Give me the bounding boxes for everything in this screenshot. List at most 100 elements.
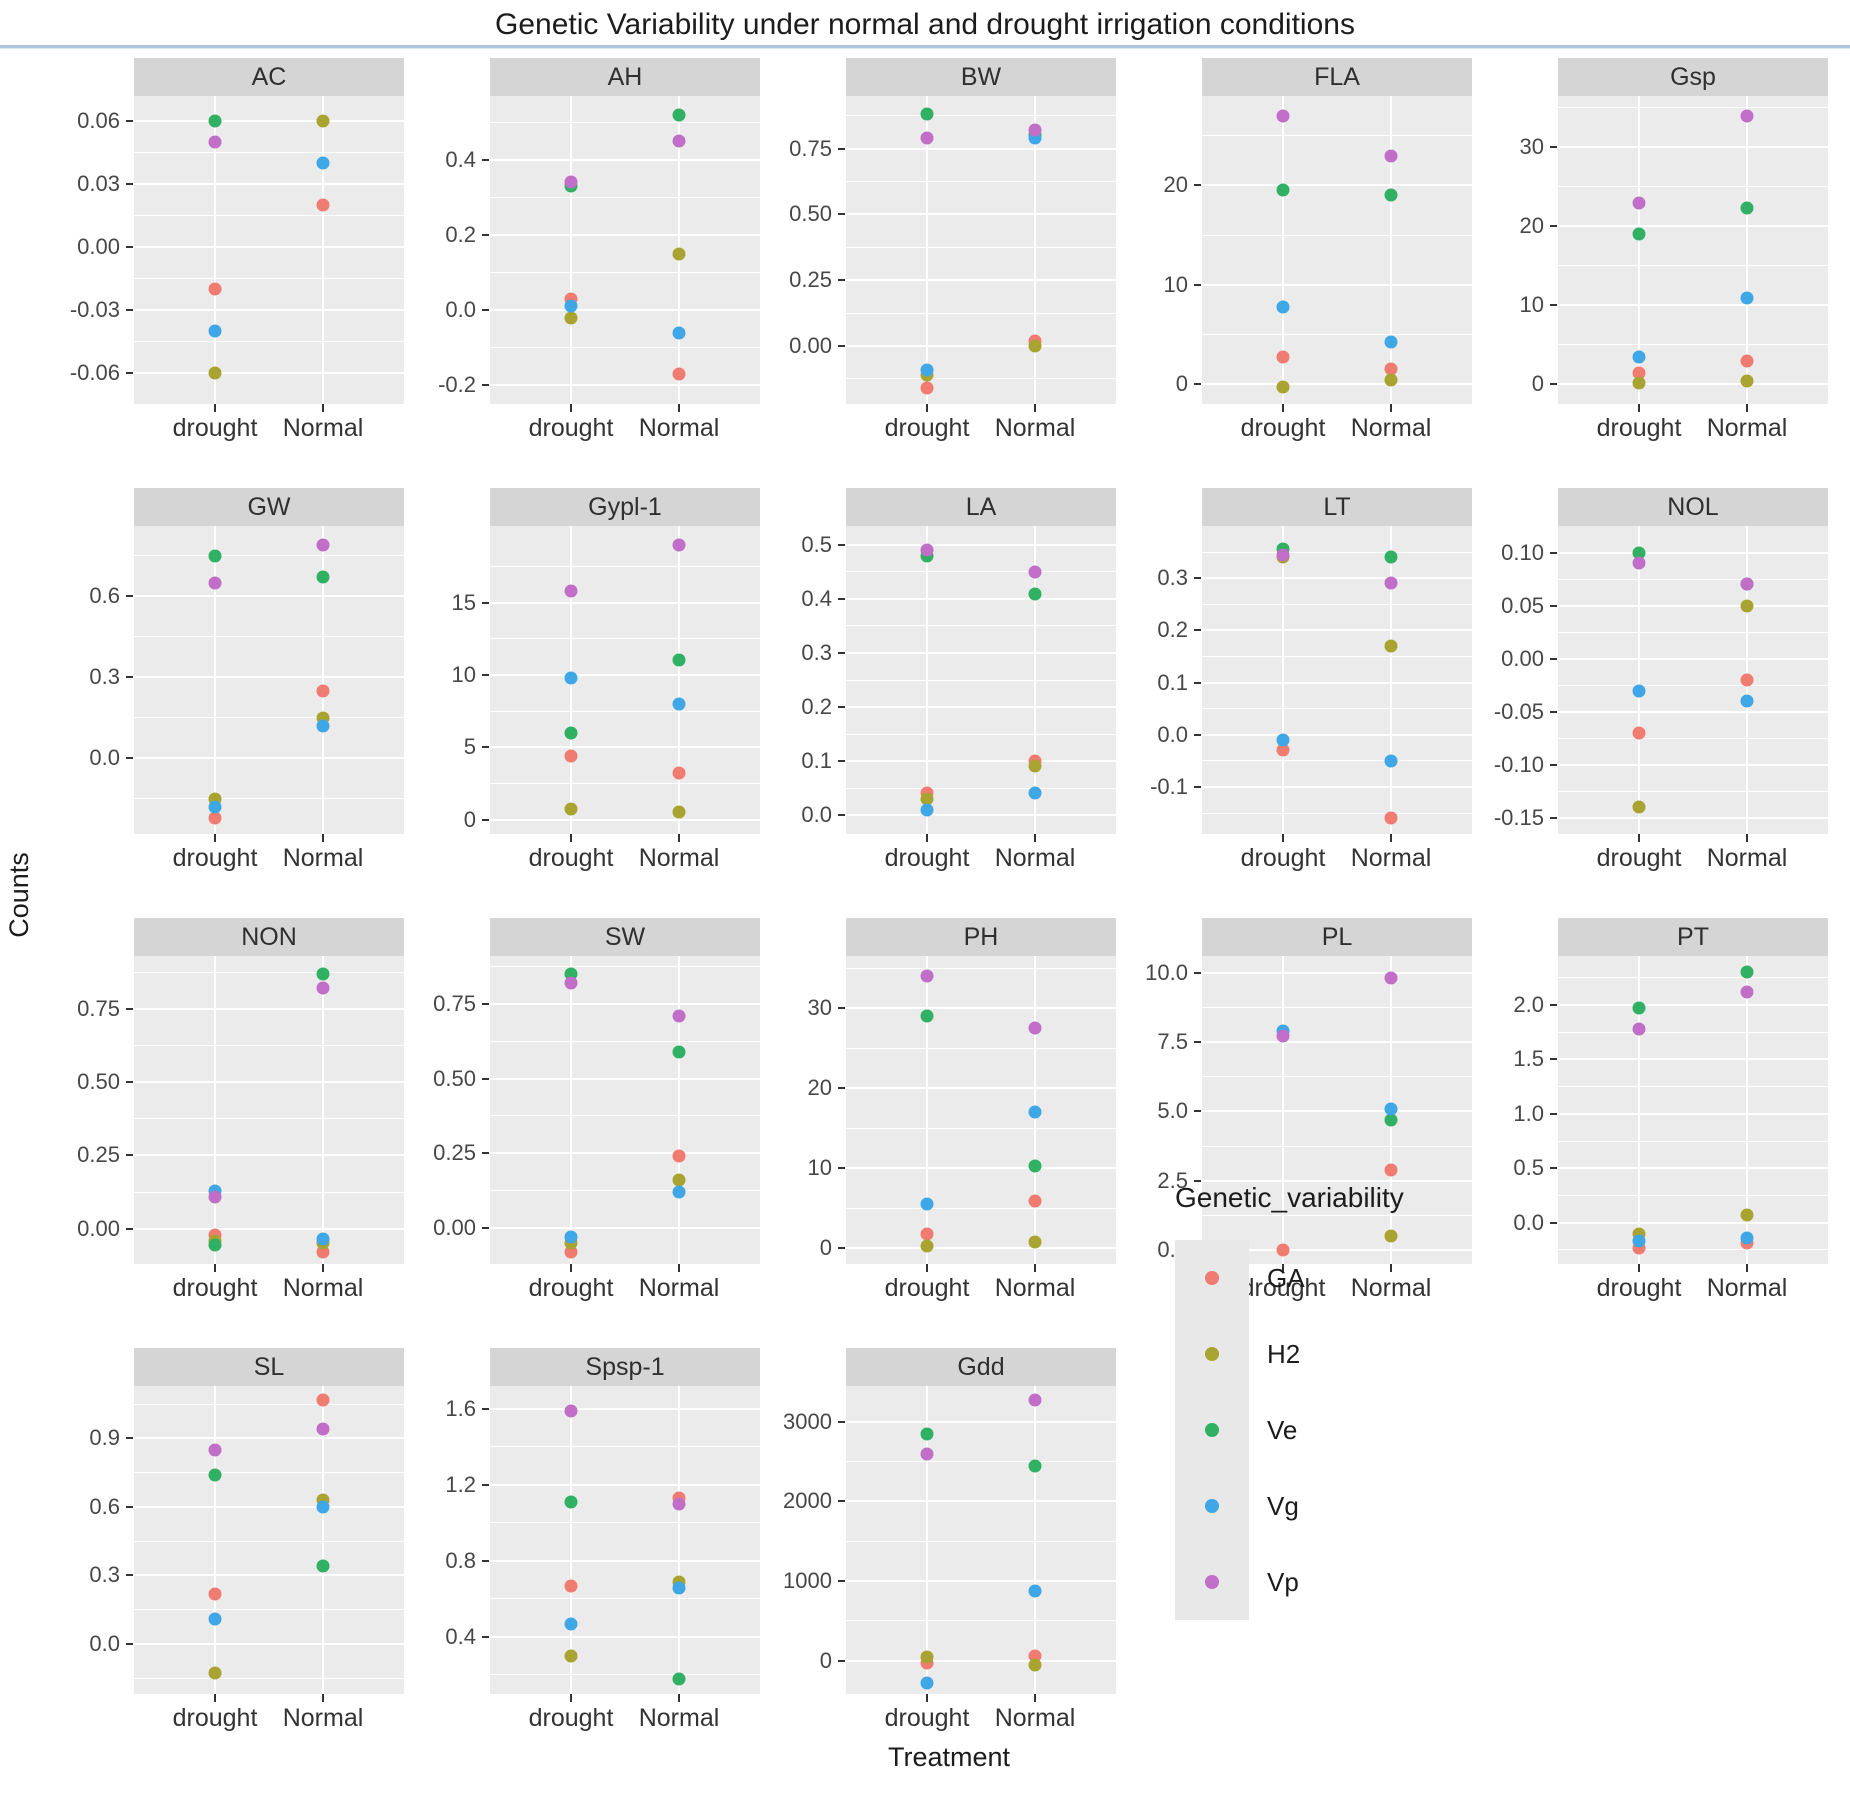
major-gridline	[1202, 733, 1472, 736]
facet-panel-area: 2.0 1.5 1.0 0.5 0.0	[1494, 956, 1828, 1264]
x-category-label: drought	[884, 844, 970, 872]
minor-gridline	[1558, 186, 1828, 188]
y-tick-label: 0.25	[433, 1140, 476, 1166]
category-gridline	[322, 96, 324, 404]
category-gridline	[926, 96, 928, 404]
x-tick-mark	[1034, 404, 1036, 412]
data-point-ga	[920, 381, 934, 395]
facet-strip: Gdd	[846, 1348, 1116, 1386]
y-tick-mark	[482, 1077, 489, 1080]
data-point-vp	[1384, 971, 1398, 985]
y-tick-label: 20	[1519, 213, 1544, 239]
minor-gridline	[1558, 631, 1828, 633]
data-point-h2	[1384, 373, 1398, 387]
y-tick-label: 0.1	[801, 748, 832, 774]
facet-non: NON 0.75 0.50 0.25 0.00 drought Normal	[70, 918, 404, 1310]
data-point-vg	[672, 697, 686, 711]
facet-panel-area: 3000 2000 1000 0	[782, 1386, 1116, 1694]
facet-strip: LT	[1202, 488, 1472, 526]
minor-gridline	[846, 378, 1116, 380]
data-point-vp	[208, 1190, 222, 1204]
data-point-vg	[1740, 291, 1754, 305]
plot-panel	[1558, 956, 1828, 1264]
major-gridline	[134, 1642, 404, 1645]
major-gridline	[1202, 1110, 1472, 1113]
major-gridline	[1202, 577, 1472, 580]
major-gridline	[1202, 1041, 1472, 1044]
major-gridline	[1558, 604, 1828, 607]
y-tick-mark	[1194, 577, 1201, 580]
facet-panel-area: 0.10 0.05 0.00 -0.05 -0.10 -0.15	[1494, 526, 1828, 834]
data-point-vp	[1740, 109, 1754, 123]
y-tick-mark	[838, 1167, 845, 1169]
y-tick-mark	[482, 158, 489, 161]
plot-panel	[134, 96, 404, 404]
data-point-vp	[920, 131, 934, 145]
facet-sw: SW 0.75 0.50 0.25 0.00 drought Normal	[426, 918, 760, 1310]
minor-gridline	[490, 1446, 760, 1448]
minor-gridline	[490, 965, 760, 967]
x-axis: drought Normal	[490, 1264, 760, 1310]
data-point-vg	[564, 1230, 578, 1244]
facet-grid: AC 0.06 0.03 0.00 -0.03 -0.06 drought Normal AH 0…	[70, 58, 1828, 1740]
minor-gridline	[1202, 603, 1472, 605]
y-tick-mark	[126, 1437, 133, 1440]
facet-ah: AH 0.4 0.2 0.0 -0.2 drought Normal	[426, 58, 760, 450]
facet-la: LA 0.5 0.4 0.3 0.2 0.1 0.0 drought Normal	[782, 488, 1116, 880]
facet-strip: SW	[490, 918, 760, 956]
x-tick-mark	[1390, 1264, 1392, 1272]
y-tick-label: 0.9	[89, 1425, 120, 1451]
x-category-label: drought	[172, 414, 258, 442]
y-tick-label: 0.06	[77, 108, 120, 134]
plot-panel	[1202, 526, 1472, 834]
y-tick-mark	[126, 1081, 133, 1084]
legend-dot-icon	[1205, 1423, 1219, 1437]
facet-gsp: Gsp 30 20 10 0 drought Normal	[1494, 58, 1828, 450]
category-gridline	[678, 956, 680, 1264]
y-tick-label: 1.0	[1513, 1100, 1544, 1126]
major-gridline	[490, 233, 760, 236]
y-tick-label: 0.50	[433, 1065, 476, 1091]
minor-gridline	[846, 1540, 1116, 1542]
y-tick-label: 2.5	[1157, 1167, 1188, 1193]
y-tick-label: -0.2	[438, 372, 476, 398]
data-point-vg	[1740, 1231, 1754, 1245]
minor-gridline	[1558, 684, 1828, 686]
x-axis-title: Treatment	[887, 1742, 1011, 1772]
facet-strip: BW	[846, 58, 1116, 96]
facet-strip: NOL	[1558, 488, 1828, 526]
data-point-vp	[1276, 109, 1290, 123]
x-tick-mark	[570, 834, 572, 842]
major-gridline	[1558, 657, 1828, 660]
data-point-h2	[1028, 339, 1042, 353]
data-point-vp	[1384, 149, 1398, 163]
y-tick-mark	[482, 309, 489, 312]
y-tick-label: -0.10	[1493, 751, 1544, 777]
x-category-label: drought	[1240, 844, 1326, 872]
minor-gridline	[490, 272, 760, 274]
y-tick-label: 0.50	[789, 201, 832, 227]
y-tick-label: 0.0	[1157, 721, 1188, 747]
data-point-ve	[564, 1495, 578, 1509]
plot-panel	[134, 956, 404, 1264]
data-point-ga	[1632, 726, 1646, 740]
y-tick-mark	[1550, 710, 1557, 713]
data-point-vp	[1276, 548, 1290, 562]
minor-gridline	[1558, 1031, 1828, 1033]
major-gridline	[490, 673, 760, 676]
y-tick-label: 0	[1531, 371, 1544, 397]
y-tick-label: 0.5	[1513, 1155, 1544, 1181]
major-gridline	[846, 760, 1116, 763]
facet-strip: AC	[134, 58, 404, 96]
x-tick-mark	[322, 834, 324, 842]
minor-gridline	[1558, 737, 1828, 739]
x-category-label: Normal	[1350, 844, 1432, 872]
y-tick-mark	[1194, 283, 1201, 286]
y-tick-mark	[126, 371, 133, 374]
data-point-ga	[920, 1227, 934, 1241]
y-tick-mark	[838, 1247, 845, 1249]
x-category-label: drought	[172, 844, 258, 872]
y-tick-mark	[838, 651, 845, 654]
major-gridline	[1202, 681, 1472, 684]
facet-strip: GW	[134, 488, 404, 526]
